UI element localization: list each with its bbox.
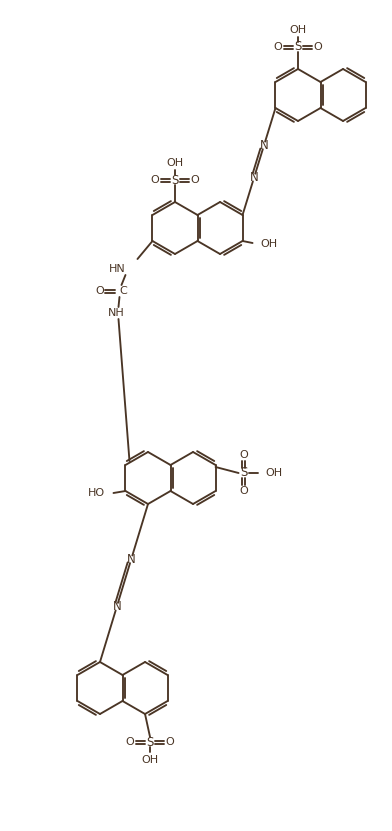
Text: O: O xyxy=(126,737,134,747)
Text: C: C xyxy=(120,286,127,296)
Text: S: S xyxy=(240,466,247,479)
Text: O: O xyxy=(239,486,248,496)
Text: HN: HN xyxy=(109,264,125,274)
Text: N: N xyxy=(260,139,269,152)
Text: OH: OH xyxy=(167,158,183,168)
Text: S: S xyxy=(146,735,154,749)
Text: O: O xyxy=(191,175,200,185)
Text: OH: OH xyxy=(261,239,278,249)
Text: O: O xyxy=(314,42,322,52)
Text: OH: OH xyxy=(289,25,307,35)
Text: S: S xyxy=(294,41,302,53)
Text: S: S xyxy=(171,174,179,186)
Text: O: O xyxy=(95,286,104,296)
Text: N: N xyxy=(127,553,136,566)
Text: HO: HO xyxy=(88,488,105,498)
Text: OH: OH xyxy=(265,468,283,478)
Text: O: O xyxy=(274,42,282,52)
Text: NH: NH xyxy=(108,308,125,318)
Text: O: O xyxy=(166,737,174,747)
Text: N: N xyxy=(113,600,121,613)
Text: N: N xyxy=(250,171,258,184)
Text: OH: OH xyxy=(142,755,159,765)
Text: O: O xyxy=(151,175,160,185)
Text: O: O xyxy=(239,450,248,460)
